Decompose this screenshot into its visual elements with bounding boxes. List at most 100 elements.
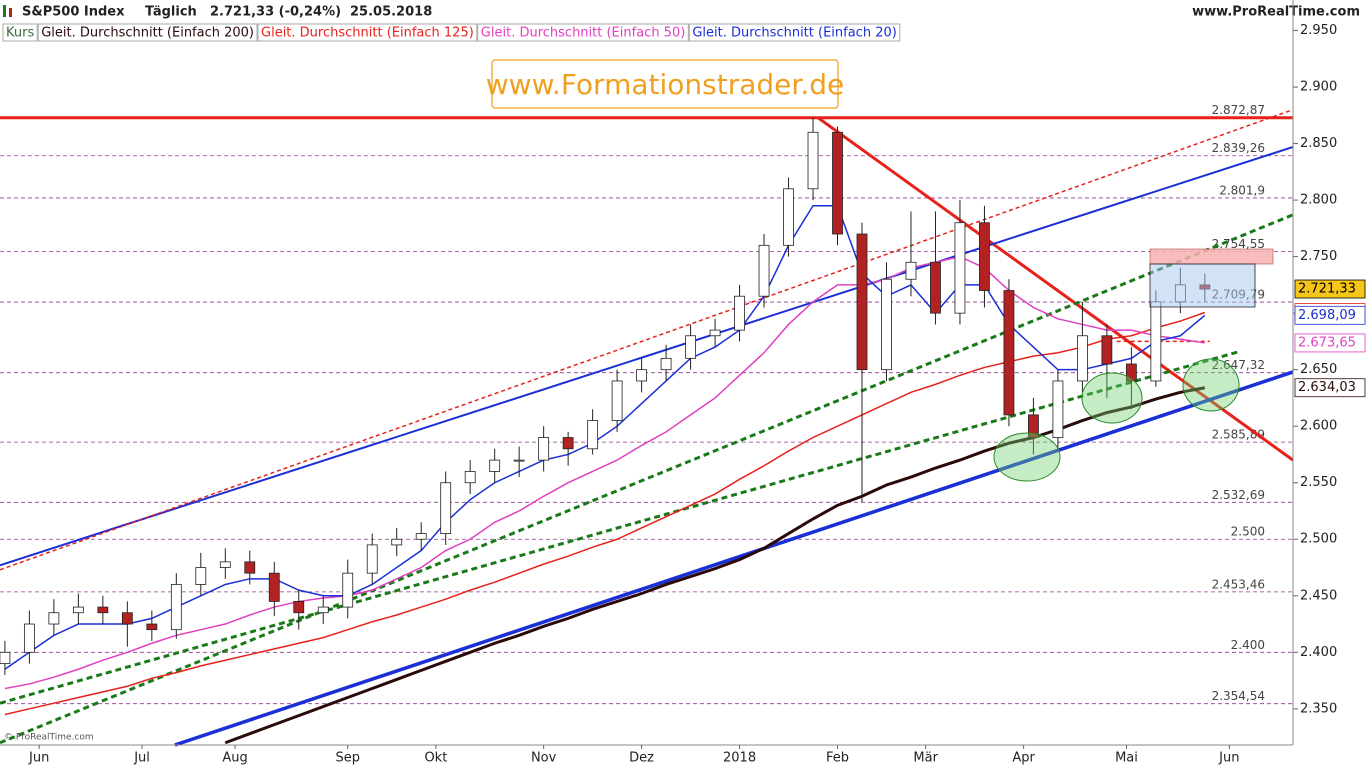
watermark: www.Formationstrader.de (486, 68, 844, 101)
last-value-label: 2.673,65 (1298, 335, 1356, 350)
candle-body (832, 131, 843, 235)
candle-body (440, 482, 452, 534)
source: www.ProRealTime.com (1192, 5, 1360, 20)
candle-body (489, 459, 501, 472)
candle-body (244, 561, 256, 574)
candle-body (562, 437, 574, 450)
last-value-box (1294, 333, 1366, 353)
last-value-label: 2.698,09 (1298, 308, 1356, 323)
x-tick-label: Sep (335, 751, 360, 766)
candle-body (1003, 290, 1015, 416)
chart-title: S&P500 Index (22, 5, 125, 20)
candle-body (1028, 414, 1039, 438)
y-tick-label: 2.950 (1300, 23, 1337, 38)
x-tick-label: Mär (913, 751, 938, 766)
candle-body (538, 437, 550, 461)
highlight-circle (1081, 372, 1143, 424)
last-value-box (1294, 305, 1366, 325)
candle-body (219, 561, 231, 568)
x-tick-label: 2018 (723, 751, 756, 766)
level-label: 2.801,9 (1219, 183, 1265, 197)
candle-body (391, 538, 403, 546)
legend-label: Gleit. Durchschnitt (Einfach 20) (692, 26, 897, 41)
candle-body (587, 420, 599, 450)
candle-body (293, 601, 305, 614)
level-label: 2.400 (1231, 638, 1265, 652)
candle-body (513, 459, 525, 462)
trend-line (174, 370, 1294, 747)
candle-body (72, 606, 84, 614)
moving-average (4, 255, 1205, 690)
x-tick-label: Aug (222, 751, 247, 766)
y-tick-label: 2.450 (1300, 588, 1337, 603)
last-value-box (1294, 378, 1366, 398)
x-tick-label: Jul (133, 751, 150, 766)
candle-body (856, 233, 868, 371)
y-tick-label: 2.400 (1300, 645, 1337, 660)
level-label: 2.532,69 (1212, 488, 1265, 502)
candle-body (170, 584, 182, 631)
last-value-label: 2.721,33 (1298, 282, 1356, 297)
y-tick-label: 2.350 (1300, 701, 1337, 716)
x-tick-label: Jun (28, 751, 49, 766)
legend-label: Gleit. Durchschnitt (Einfach 200) (41, 26, 254, 41)
y-tick-label: 2.750 (1300, 249, 1337, 264)
trend-line (0, 146, 1294, 567)
candle-body (881, 278, 892, 371)
legend-label: Gleit. Durchschnitt (Einfach 125) (261, 26, 474, 41)
candle-body (709, 329, 721, 337)
candle-body (23, 623, 35, 653)
quote: 2.721,33 (-0,24%) (210, 5, 341, 20)
trend-line (817, 116, 1294, 462)
range-box (1149, 263, 1256, 308)
candle-body (317, 606, 329, 614)
trend-line (0, 213, 1294, 745)
candle-body (48, 612, 60, 625)
candle-body (1101, 335, 1113, 365)
x-tick-label: Dez (629, 751, 654, 766)
candle-body (807, 131, 819, 190)
y-tick-label: 2.800 (1300, 193, 1337, 208)
trend-line (0, 350, 1240, 705)
last-value-box (1294, 279, 1366, 299)
candle-body (195, 567, 207, 585)
candle-body (146, 623, 158, 631)
watermark-box (491, 59, 839, 109)
y-tick-label: 2.500 (1300, 532, 1337, 547)
level-label: 2.754,55 (1212, 237, 1265, 251)
x-tick-label: Feb (826, 751, 849, 766)
candle-body (97, 606, 109, 614)
candle-body (415, 533, 427, 540)
legend-box (257, 23, 478, 42)
legend: Kurs Gleit. Durchschnitt (Einfach 200) Gle… (2, 23, 901, 42)
candle-body (1150, 301, 1162, 382)
icon (3, 5, 6, 17)
candle-body (954, 222, 966, 314)
highlight-circle (1182, 358, 1240, 412)
x-tick-label: Okt (424, 751, 447, 766)
candle-body (783, 188, 794, 246)
legend-box (2, 23, 38, 42)
candle-body (685, 335, 696, 359)
x-tick-label: Mai (1115, 751, 1138, 766)
candle-body (121, 612, 133, 625)
candle-body (1076, 335, 1088, 382)
candle-body (979, 222, 990, 291)
resistance-box (1149, 248, 1274, 265)
level-label: 2.647,32 (1212, 358, 1265, 372)
candle-body (464, 471, 476, 484)
level-label: 2.453,46 (1212, 577, 1265, 591)
last-value-label: 2.634,03 (1298, 380, 1356, 395)
y-tick-label: 2.650 (1300, 362, 1337, 377)
y-tick-label: 2.550 (1300, 475, 1337, 490)
candle-body (660, 357, 672, 371)
period: Täglich (145, 5, 197, 20)
y-tick-label: 2.850 (1300, 136, 1337, 151)
date: 25.05.2018 (350, 5, 432, 20)
candle-body (342, 572, 354, 608)
plot-area: 2.872,872.839,262.801,92.754,552.709,792… (0, 103, 1294, 747)
candle-body (636, 369, 648, 382)
candle-body (758, 244, 770, 297)
